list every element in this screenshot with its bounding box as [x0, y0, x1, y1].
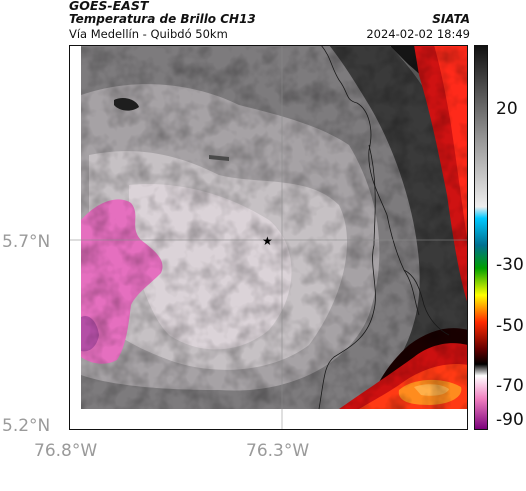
map-frame	[69, 45, 468, 430]
brightness-field	[81, 45, 468, 409]
lon-label-76.8: 76.8°W	[34, 441, 98, 461]
location-marker: ★	[262, 234, 273, 248]
colorbar-tick-20: 20	[496, 99, 518, 119]
graticule	[69, 45, 468, 430]
colorbar-tick-minus50: -50	[496, 316, 524, 336]
lat-label-5.7: 5.7°N	[2, 232, 51, 252]
colorbar-tick-minus30: -30	[496, 255, 524, 275]
product-title: GOES-EAST	[69, 0, 149, 13]
satellite-map: ★	[69, 45, 468, 430]
lat-label-5.2: 5.2°N	[2, 416, 51, 436]
colorbar	[474, 45, 488, 430]
border-lines	[318, 45, 450, 410]
region-subtitle: Vía Medellín - Quibdó 50km	[69, 27, 228, 41]
map-title: Temperatura de Brillo CH13	[69, 12, 256, 26]
colorbar-tick-minus90: -90	[496, 410, 524, 430]
timestamp: 2024-02-02 18:49	[366, 27, 470, 41]
lon-label-76.3: 76.3°W	[246, 441, 310, 461]
colorbar-tick-minus70: -70	[496, 376, 524, 396]
agency-label: SIATA	[432, 12, 470, 26]
